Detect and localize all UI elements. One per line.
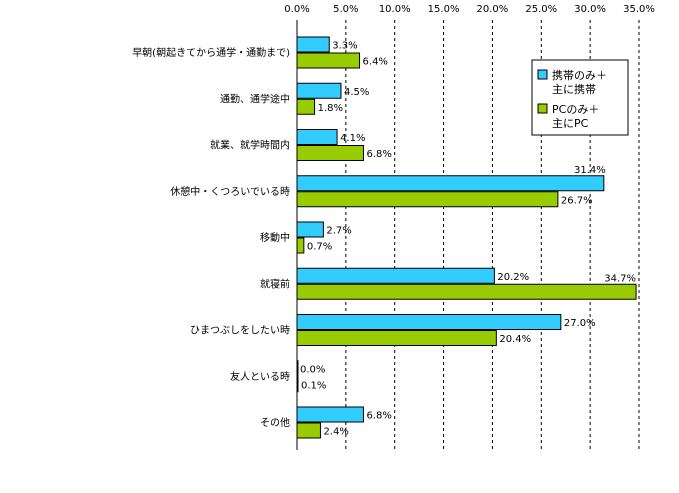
x-tick-label: 5.0%: [333, 4, 358, 15]
category-label: 早朝(朝起きてから通学・通勤まで): [132, 46, 290, 59]
data-label: 2.7%: [326, 226, 351, 237]
data-label: 27.0%: [564, 318, 596, 329]
bar: [296, 406, 364, 423]
bar: [296, 52, 361, 69]
category-label: 就寝前: [260, 277, 290, 290]
bar: [296, 314, 562, 330]
legend-label: PCのみ＋: [552, 103, 599, 116]
data-label: 4.5%: [344, 87, 369, 98]
bar: [296, 221, 324, 238]
data-label: 1.8%: [318, 103, 343, 114]
data-label: 6.4%: [363, 57, 388, 68]
data-label: 26.7%: [561, 195, 593, 206]
bar: [296, 98, 316, 115]
legend-swatch: [537, 103, 548, 114]
bars: 3.3%6.4%4.5%1.8%4.1%6.8%31.4%26.7%2.7%0.…: [296, 36, 637, 439]
category-label: 移動中: [260, 231, 290, 244]
category-labels: 早朝(朝起きてから通学・通勤まで) 通勤、通学途中就業、就学時間内休憩中・くつろい…: [132, 46, 290, 429]
data-label: 6.8%: [366, 149, 391, 160]
category-label: その他: [260, 416, 290, 429]
bar: [296, 191, 559, 208]
data-label: 20.4%: [499, 334, 531, 345]
x-tick-label: 25.0%: [525, 4, 557, 15]
category-label: 通勤、通学途中: [220, 92, 290, 105]
bar: [296, 129, 338, 145]
bar: [296, 422, 321, 439]
x-tick-label: 15.0%: [428, 4, 460, 15]
data-label: 0.1%: [301, 380, 326, 391]
x-axis-ticks: 0.0% 5.0% 10.0% 15.0% 20.0% 25.0% 30.0% 35.0%: [284, 4, 655, 15]
x-tick-label: 35.0%: [623, 4, 655, 15]
data-label: 4.1%: [340, 133, 365, 144]
data-label: 2.4%: [323, 427, 348, 438]
x-tick-label: 30.0%: [574, 4, 606, 15]
data-label: 34.7%: [604, 273, 636, 284]
bar: [296, 175, 605, 192]
data-label: 0.7%: [307, 242, 332, 253]
legend: 携帯のみ＋主に携帯 PCのみ＋主にPC: [531, 59, 629, 136]
category-label: 休憩中・くつろいでいる時: [170, 185, 290, 198]
legend-label: 主に携帯: [552, 82, 596, 96]
x-tick-label: 10.0%: [379, 4, 411, 15]
bar: [296, 145, 364, 161]
bar: [296, 283, 637, 300]
legend-swatch: [537, 69, 548, 80]
bar: [296, 237, 305, 254]
data-label: 31.4%: [574, 165, 606, 176]
x-tick-label: 20.0%: [477, 4, 509, 15]
x-tick-label: 0.0%: [284, 4, 309, 15]
category-label: ひまつぶしをしたい時: [190, 325, 290, 337]
category-label: 友人といる時: [230, 370, 290, 383]
bar: [296, 82, 342, 99]
data-label: 0.0%: [300, 364, 325, 375]
category-label: 就業、就学時間内: [210, 139, 290, 152]
bar: [296, 36, 330, 53]
legend-label: 主にPC: [552, 117, 589, 130]
legend-box: [531, 59, 629, 136]
data-label: 20.2%: [497, 272, 529, 283]
bar: [296, 267, 495, 284]
bar: [296, 330, 497, 346]
data-label: 3.3%: [332, 41, 357, 52]
data-label: 6.8%: [366, 411, 391, 422]
legend-label: 携帯のみ＋: [552, 68, 607, 82]
